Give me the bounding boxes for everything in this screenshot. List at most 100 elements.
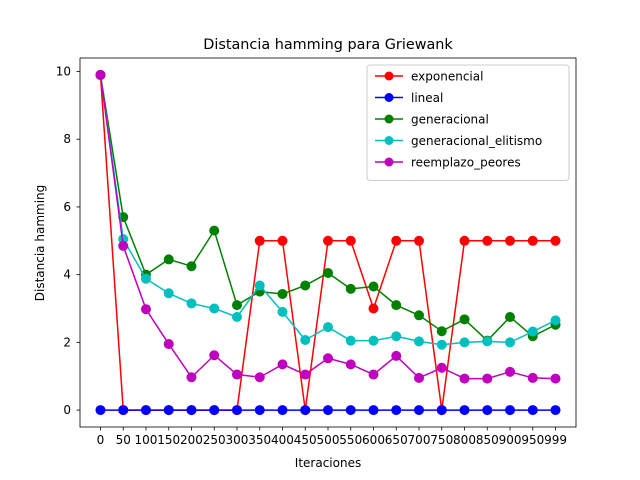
x-axis-label: Iteraciones bbox=[295, 456, 361, 470]
y-tick-label: 8 bbox=[63, 132, 71, 146]
x-tick-label: 250 bbox=[203, 433, 226, 447]
legend-marker bbox=[384, 71, 394, 81]
data-point bbox=[277, 235, 288, 246]
data-point bbox=[505, 235, 516, 246]
data-point bbox=[209, 225, 220, 236]
x-tick-label: 500 bbox=[317, 433, 340, 447]
data-point bbox=[482, 405, 493, 416]
data-point bbox=[436, 339, 447, 350]
data-point bbox=[414, 235, 425, 246]
legend-marker bbox=[384, 157, 394, 167]
x-tick-label: 450 bbox=[294, 433, 317, 447]
data-point bbox=[459, 373, 470, 384]
x-tick-label: 300 bbox=[226, 433, 249, 447]
legend: exponencial lineal generacional generaciona… bbox=[366, 64, 570, 181]
data-point bbox=[95, 69, 106, 80]
data-point bbox=[345, 235, 356, 246]
legend-label: generacional bbox=[411, 113, 489, 127]
legend-marker bbox=[384, 114, 394, 124]
y-tick-label: 10 bbox=[56, 65, 71, 79]
data-point bbox=[368, 281, 379, 292]
data-point bbox=[231, 405, 242, 416]
data-point bbox=[254, 405, 265, 416]
data-point bbox=[550, 373, 561, 384]
data-point bbox=[323, 235, 333, 246]
data-point bbox=[391, 300, 402, 311]
data-point bbox=[118, 405, 129, 416]
data-point bbox=[391, 405, 402, 416]
data-point bbox=[459, 337, 470, 348]
legend-box bbox=[366, 64, 570, 181]
data-point bbox=[459, 405, 470, 416]
legend-label: lineal bbox=[411, 91, 443, 105]
y-tick-label: 2 bbox=[63, 335, 71, 349]
data-point bbox=[459, 314, 470, 325]
data-point bbox=[459, 235, 470, 246]
data-point bbox=[482, 336, 493, 347]
y-tick-label: 6 bbox=[63, 200, 71, 214]
data-point bbox=[345, 335, 356, 346]
x-tick-label: 950 bbox=[521, 433, 544, 447]
data-point bbox=[414, 405, 425, 416]
data-point bbox=[505, 405, 516, 416]
x-tick-label: 999 bbox=[544, 433, 567, 447]
data-point bbox=[163, 339, 174, 350]
data-point bbox=[550, 405, 561, 416]
data-point bbox=[368, 335, 379, 346]
data-point bbox=[345, 283, 356, 294]
x-tick-label: 200 bbox=[180, 433, 203, 447]
data-point bbox=[436, 405, 447, 416]
x-tick-label: 100 bbox=[135, 433, 158, 447]
data-point bbox=[254, 235, 265, 246]
data-point bbox=[186, 372, 197, 383]
x-tick-label: 900 bbox=[499, 433, 522, 447]
data-point bbox=[527, 405, 538, 416]
y-tick-label: 0 bbox=[63, 403, 71, 417]
data-point bbox=[300, 334, 311, 345]
data-point bbox=[345, 359, 356, 370]
x-tick-label: 550 bbox=[339, 433, 362, 447]
data-point bbox=[209, 350, 220, 361]
x-tick-label: 350 bbox=[248, 433, 271, 447]
data-point bbox=[231, 369, 242, 380]
chart-title: Distancia hamming para Griewank bbox=[203, 37, 453, 53]
data-point bbox=[391, 331, 402, 342]
x-tick-label: 400 bbox=[271, 433, 294, 447]
data-point bbox=[368, 405, 379, 416]
legend-label: generacional_elitismo bbox=[411, 134, 542, 148]
data-point bbox=[368, 303, 379, 314]
data-point bbox=[140, 273, 151, 284]
y-tick-label: 4 bbox=[63, 268, 71, 282]
legend-marker bbox=[384, 136, 394, 145]
data-point bbox=[186, 405, 197, 416]
data-point bbox=[277, 306, 288, 317]
data-point bbox=[505, 366, 516, 377]
x-tick-label: 50 bbox=[116, 433, 131, 447]
data-point bbox=[95, 405, 106, 416]
x-tick-label: 800 bbox=[453, 433, 476, 447]
plot-area bbox=[95, 69, 561, 416]
data-point bbox=[277, 405, 288, 416]
data-point bbox=[300, 405, 311, 416]
data-point bbox=[482, 373, 493, 384]
data-point bbox=[414, 336, 425, 347]
data-point bbox=[231, 300, 242, 311]
data-point bbox=[277, 359, 288, 370]
data-point bbox=[391, 235, 402, 246]
data-point bbox=[254, 280, 265, 291]
data-point bbox=[163, 288, 174, 299]
data-point bbox=[436, 362, 447, 373]
x-tick-label: 700 bbox=[408, 433, 431, 447]
data-point bbox=[323, 267, 333, 278]
x-tick-label: 650 bbox=[385, 433, 408, 447]
data-point bbox=[300, 280, 311, 291]
data-point bbox=[231, 311, 242, 322]
data-point bbox=[368, 369, 379, 380]
data-point bbox=[414, 372, 425, 383]
data-point bbox=[323, 405, 333, 416]
data-point bbox=[140, 405, 151, 416]
data-point bbox=[505, 337, 516, 348]
data-point bbox=[186, 261, 197, 272]
data-point bbox=[345, 405, 356, 416]
